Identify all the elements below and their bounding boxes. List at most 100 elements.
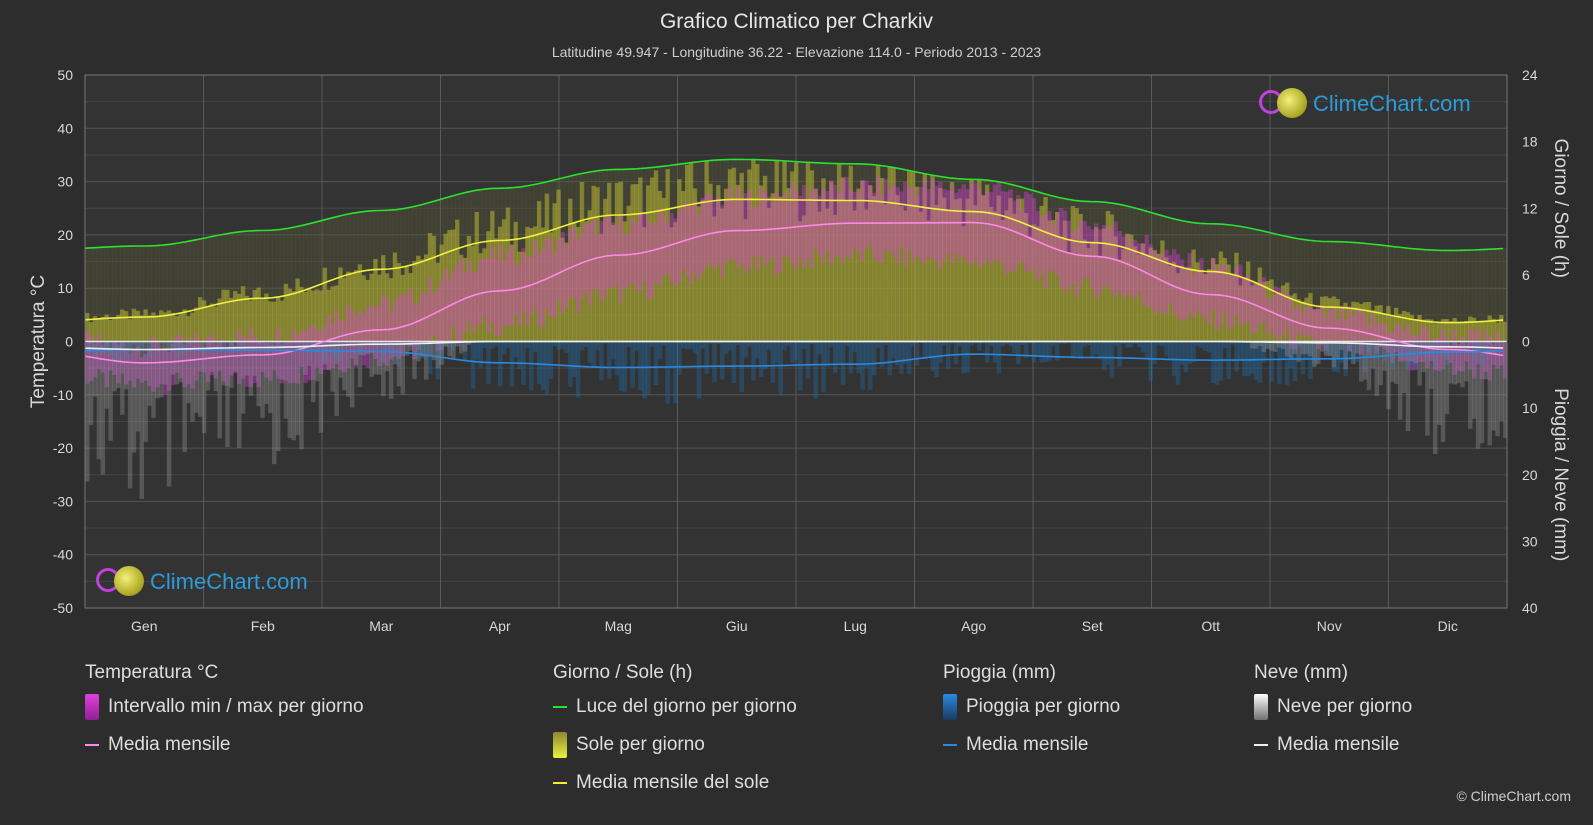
sun-bar [1444,319,1450,342]
sun-bar [1382,313,1387,342]
temp-range-bar [712,199,717,270]
rain-bar [1210,341,1216,383]
daylight-bar [1347,242,1352,342]
right-hours-tick-label: 0 [1522,334,1530,350]
sun-bar [918,211,924,342]
temp-range-bar [517,264,522,326]
rain-bar [1483,341,1489,360]
snow-bar [272,341,277,465]
rain-bar [949,341,955,344]
sun-bar [1129,234,1134,342]
temp-range-bar [681,204,686,270]
legend-item: Intervallo min / max per giorno [85,688,364,726]
temp-range-bar [1171,249,1177,313]
snow-bar [1378,341,1383,386]
snow-bar [1413,341,1418,364]
sun-bar [104,314,109,342]
sun-bar [735,184,741,342]
rain-bar [346,341,351,345]
sun-bar [427,233,433,342]
temp-range-bar [120,342,125,374]
temp-range-bar [1382,323,1387,349]
sun-bar [712,216,717,342]
rain-bar [178,341,183,354]
left-tick-label: -50 [53,600,73,616]
right-hours-tick-label: 18 [1522,134,1538,150]
temp-range-bar [1156,255,1161,311]
logo-top[interactable]: ClimeChart.com [1259,88,1471,120]
temp-range-bar [988,192,994,266]
rain-bar [809,341,815,345]
snow-bar [1284,341,1290,357]
snow-bar [346,341,351,397]
rain-bar [996,341,1002,374]
rain-bar [533,341,538,353]
rain-bar [1292,341,1298,382]
snow-bar [408,341,413,351]
snow-bar [431,341,437,361]
temp-range-bar [197,343,203,372]
temp-range-bar [938,181,943,270]
sun-bar [595,187,600,342]
temp-range-bar [1370,313,1376,343]
daylight-bar [143,246,148,342]
rain-bar [470,341,476,389]
snow-bar [229,341,234,388]
sun-bar [155,316,160,342]
snow-bar [1257,341,1263,347]
right-hours-tick-label: 12 [1522,200,1538,216]
sun-bar [1207,269,1212,342]
left-tick-label: 50 [57,67,73,83]
temp-range-bar [451,270,456,328]
rain-bar [287,341,293,344]
sun-bar [466,235,472,342]
temp-range-bar [1257,281,1263,325]
snow-bar [209,341,215,373]
temp-range-bar [1179,259,1185,322]
sun-bar [318,290,324,342]
snow-bar [365,341,370,355]
temp-range-bar [268,342,273,381]
rain-bar [365,341,370,346]
sun-bar [1281,285,1286,342]
sun-bar [162,312,168,342]
rain-bar [1312,341,1317,365]
sun-bar [1105,210,1111,342]
sun-bar [205,306,211,342]
temp-range-bar [283,342,289,381]
temp-range-bar [435,289,441,351]
temp-range-bar [1043,215,1048,289]
rain-bar [817,341,822,355]
sun-bar [182,309,187,342]
logo-bottom[interactable]: ClimeChart.com [96,566,308,598]
snow-bar [1339,341,1344,350]
sun-bar [85,312,90,342]
temp-range-bar [470,271,476,333]
temp-range-bar [1327,309,1333,343]
snow-bar [1281,341,1286,349]
rain-bar [953,341,959,365]
snow-bar [322,341,328,365]
sun-bar [396,262,402,342]
sun-bar [825,208,830,342]
temp-range-bar [427,277,433,341]
snow-bar [420,341,425,357]
legend-heading: Neve (mm) [1254,662,1348,683]
snow-bar [1464,341,1469,382]
daylight-bar [1339,241,1344,342]
sun-bar [1475,322,1481,342]
rain-bar [1249,341,1255,374]
daylight-bar [1475,249,1481,342]
snow-bar [310,341,316,403]
sun-bar [307,288,312,342]
temp-range-bar [591,219,596,291]
sun-bar [268,301,273,342]
temp-range-bar [922,179,928,265]
temp-range-bar [1304,305,1309,338]
temp-range-bar [131,350,137,388]
sun-bar [451,229,456,342]
snow-bar [186,341,191,404]
x-tick-label: Giu [726,618,748,634]
daylight-bar [1277,234,1282,342]
